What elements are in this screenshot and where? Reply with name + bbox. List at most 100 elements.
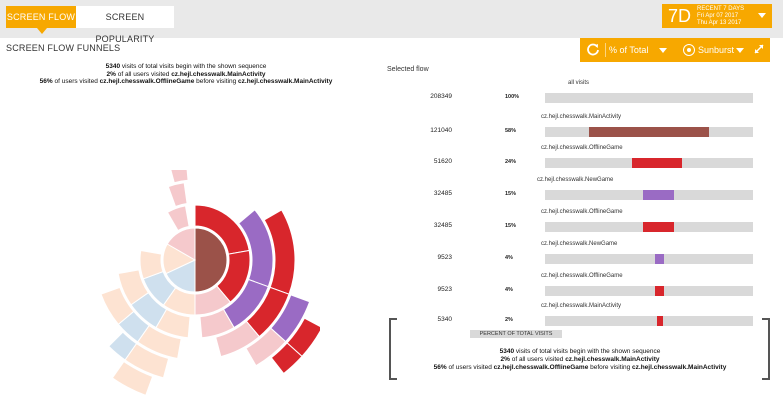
percent-of-total-caption: PERCENT OF TOTAL VISITS: [470, 330, 562, 338]
flow-step-bar-track: [545, 316, 753, 326]
flow-step-row[interactable]: cz.hejl.chesswalk.OfflineGame 9523 4%: [380, 273, 780, 297]
sunburst-segment[interactable]: [111, 360, 154, 396]
flow-step-percent: 4%: [505, 287, 513, 293]
chevron-down-icon: [736, 48, 744, 53]
flow-step-bar-fill: [655, 286, 664, 296]
refresh-icon[interactable]: [586, 42, 600, 56]
chevron-down-icon: [758, 13, 766, 18]
flow-step-bar-fill: [588, 127, 710, 137]
flow-step-label: cz.hejl.chesswalk.OfflineGame: [541, 145, 623, 151]
flow-step-row[interactable]: cz.hejl.chesswalk.MainActivity 121040 58%: [380, 114, 780, 138]
summary-visits-line: 5340 visits of total visits begin with t…: [499, 348, 661, 355]
flow-step-bar-track: [545, 222, 753, 232]
sunburst-segment[interactable]: [194, 227, 228, 293]
flow-summary-bottom: 5340 visits of total visits begin with t…: [400, 348, 760, 372]
flow-step-count: 208349: [430, 93, 452, 100]
flow-step-bar-fill: [632, 158, 683, 168]
flow-step-count: 9523: [437, 254, 452, 261]
tab-screen-flow[interactable]: SCREEN FLOW: [6, 6, 76, 34]
flow-step-row[interactable]: all visits 208349 100%: [380, 80, 780, 104]
tab-screen-popularity[interactable]: SCREEN POPULARITY: [76, 6, 174, 44]
date-range-short: 7D: [668, 6, 692, 26]
flow-step-label: cz.hejl.chesswalk.OfflineGame: [541, 273, 623, 279]
date-range-label: RECENT 7 DAYS: [697, 6, 745, 12]
flow-step-label: cz.hejl.chesswalk.MainActivity: [541, 303, 622, 309]
sunburst-segment[interactable]: [166, 227, 196, 261]
expand-icon[interactable]: [753, 43, 765, 55]
flow-step-count: 9523: [437, 286, 452, 293]
flow-summary-top: 5340 visits of total visits begin with t…: [6, 63, 366, 86]
bracket-corner: [762, 318, 770, 320]
sunburst-segment[interactable]: [167, 182, 188, 208]
flow-step-bar-fill: [657, 316, 664, 326]
date-range-picker[interactable]: 7D RECENT 7 DAYS Fri Apr 07 2017 Thu Apr…: [662, 4, 772, 28]
flow-step-bar-track: [545, 93, 753, 103]
flow-step-percent: 24%: [505, 159, 517, 165]
sunburst-segment[interactable]: [169, 170, 189, 184]
sunburst-chart[interactable]: [0, 170, 320, 400]
sunburst-segment[interactable]: [245, 327, 287, 367]
chevron-down-icon: [659, 48, 667, 53]
flow-step-bar-track: [545, 254, 753, 264]
date-range-from: Fri Apr 07 2017: [697, 13, 739, 19]
sunburst-segment[interactable]: [139, 249, 164, 280]
selected-flow-heading: Selected flow: [387, 66, 429, 73]
flow-step-percent: 100%: [505, 94, 520, 100]
date-range-to: Thu Apr 13 2017: [697, 20, 742, 26]
bracket-left: [389, 320, 391, 378]
sunburst-segment[interactable]: [215, 320, 260, 358]
sunburst-segment[interactable]: [166, 205, 190, 232]
metric-select-value: % of Total: [609, 45, 649, 55]
sunburst-segment[interactable]: [199, 308, 235, 339]
flow-step-bar-track: [545, 127, 753, 137]
flow-step-count: 121040: [430, 127, 452, 134]
flow-step-bar-fill: [642, 222, 674, 232]
view-controls: % of Total Sunburst: [580, 38, 770, 62]
metric-select[interactable]: % of Total: [605, 43, 667, 57]
flow-step-bar-fill: [655, 254, 664, 264]
summary-visits-line: 5340 visits of total visits begin with t…: [105, 63, 267, 70]
sunburst-segment[interactable]: [108, 331, 138, 361]
page-title: SCREEN FLOW FUNNELS: [6, 43, 121, 53]
flow-step-percent: 15%: [505, 191, 517, 197]
flow-step-count: 5340: [437, 316, 452, 323]
flow-step-label: all visits: [568, 80, 590, 86]
flow-step-bar-track: [545, 190, 753, 200]
flow-step-label: cz.hejl.chesswalk.NewGame: [541, 241, 618, 247]
flow-step-bar-track: [545, 158, 753, 168]
flow-step-label: cz.hejl.chesswalk.MainActivity: [541, 114, 622, 120]
flow-step-percent: 4%: [505, 255, 513, 261]
date-range-details: RECENT 7 DAYS Fri Apr 07 2017 Thu Apr 13…: [697, 6, 744, 27]
flow-step-percent: 2%: [505, 317, 513, 323]
flow-step-percent: 58%: [505, 128, 517, 134]
flow-step-row[interactable]: cz.hejl.chesswalk.NewGame 9523 4%: [380, 241, 780, 265]
flow-step-count: 32485: [433, 190, 452, 197]
summary-before-line: 56% of users visited cz.hejl.chesswalk.O…: [433, 364, 727, 371]
top-bar: SCREEN FLOW SCREEN POPULARITY 7D RECENT …: [0, 0, 783, 44]
sunburst-segment[interactable]: [100, 286, 135, 325]
sunburst-segment[interactable]: [117, 269, 150, 306]
flow-step-bar-track: [545, 286, 753, 296]
summary-users-line: 2% of all users visited cz.hejl.chesswal…: [106, 70, 266, 78]
sunburst-segment[interactable]: [270, 342, 303, 375]
summary-before-line: 56% of users visited cz.hejl.chesswalk.O…: [39, 78, 333, 85]
flow-step-label: cz.hejl.chesswalk.OfflineGame: [541, 209, 623, 215]
view-type-value: Sunburst: [698, 45, 735, 55]
bracket-right: [768, 320, 770, 378]
flow-step-label: cz.hejl.chesswalk.NewGame: [537, 177, 614, 183]
bracket-corner: [762, 378, 770, 380]
flow-step-count: 32485: [433, 222, 452, 229]
flow-step-bar-fill: [642, 190, 674, 200]
flow-step-row[interactable]: cz.hejl.chesswalk.NewGame 32485 15%: [380, 177, 780, 201]
flow-step-row[interactable]: cz.hejl.chesswalk.OfflineGame 32485 15%: [380, 209, 780, 233]
bracket-corner: [389, 318, 397, 320]
summary-users-line: 2% of all users visited cz.hejl.chesswal…: [500, 356, 660, 363]
bracket-corner: [389, 378, 397, 380]
flow-step-count: 51620: [433, 158, 452, 165]
view-type-select[interactable]: Sunburst: [682, 43, 744, 57]
flow-step-percent: 15%: [505, 223, 517, 229]
flow-step-row[interactable]: cz.hejl.chesswalk.MainActivity 5340 2%: [380, 303, 780, 327]
flow-step-row[interactable]: cz.hejl.chesswalk.OfflineGame 51620 24%: [380, 145, 780, 169]
sunburst-icon: [683, 44, 695, 56]
